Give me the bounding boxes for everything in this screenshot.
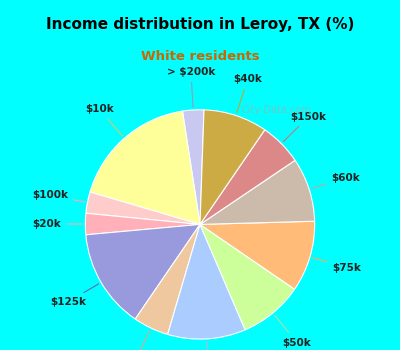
Text: White residents: White residents xyxy=(141,49,259,63)
Text: City-Data.com: City-Data.com xyxy=(242,105,311,115)
Text: $20k: $20k xyxy=(33,219,82,229)
Text: $100k: $100k xyxy=(32,190,85,202)
Text: > $200k: > $200k xyxy=(167,67,215,107)
Text: $75k: $75k xyxy=(313,258,361,273)
Text: $10k: $10k xyxy=(85,104,123,136)
Text: $30k: $30k xyxy=(120,330,150,350)
Wedge shape xyxy=(86,224,200,319)
Wedge shape xyxy=(182,110,204,224)
Text: $150k: $150k xyxy=(283,112,326,142)
Wedge shape xyxy=(85,213,200,235)
Text: $200k: $200k xyxy=(191,342,227,350)
Text: Income distribution in Leroy, TX (%): Income distribution in Leroy, TX (%) xyxy=(46,17,354,32)
Text: $40k: $40k xyxy=(233,74,262,113)
Text: $60k: $60k xyxy=(312,173,360,189)
Text: $50k: $50k xyxy=(274,315,312,348)
Wedge shape xyxy=(200,110,265,224)
Wedge shape xyxy=(200,221,315,289)
Wedge shape xyxy=(200,160,315,224)
Text: $125k: $125k xyxy=(50,284,99,307)
Wedge shape xyxy=(200,224,295,330)
Wedge shape xyxy=(200,130,295,224)
Wedge shape xyxy=(90,111,200,224)
Wedge shape xyxy=(168,224,245,339)
Wedge shape xyxy=(135,224,200,334)
Wedge shape xyxy=(86,192,200,224)
